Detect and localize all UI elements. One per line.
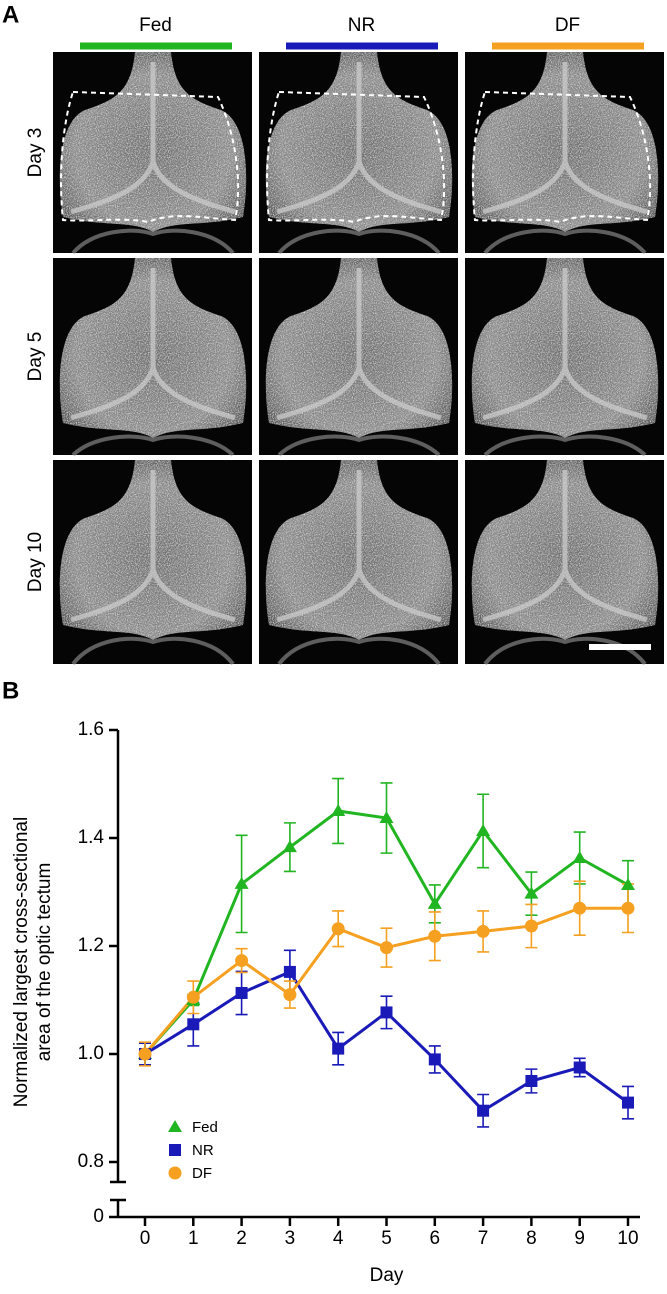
midline bbox=[70, 62, 236, 215]
micrograph bbox=[53, 52, 252, 255]
marker bbox=[428, 1053, 441, 1066]
marker bbox=[476, 823, 491, 836]
x-tick-label: 7 bbox=[478, 1228, 489, 1249]
x-tick-label: 5 bbox=[381, 1228, 392, 1249]
marker bbox=[622, 1096, 634, 1109]
marker bbox=[331, 804, 346, 816]
y-tick-label: 1.2 bbox=[78, 935, 104, 956]
marker bbox=[477, 1104, 490, 1117]
marker bbox=[379, 811, 394, 824]
marker bbox=[187, 1018, 200, 1031]
marker bbox=[186, 990, 200, 1004]
outline bbox=[472, 90, 652, 224]
marker bbox=[283, 965, 296, 978]
marker bbox=[524, 919, 538, 933]
marker bbox=[282, 840, 297, 853]
micrograph bbox=[259, 52, 458, 255]
y-tick-label: 1.0 bbox=[78, 1043, 104, 1064]
marker bbox=[427, 896, 442, 909]
midline bbox=[482, 470, 648, 623]
micrograph bbox=[465, 52, 664, 255]
outline bbox=[60, 90, 240, 224]
micrograph bbox=[53, 258, 252, 457]
lower-structure bbox=[71, 434, 235, 457]
y-tick-label: 0.8 bbox=[78, 1151, 104, 1172]
x-tick-label: 4 bbox=[333, 1228, 344, 1249]
midline bbox=[482, 62, 648, 215]
micrograph bbox=[259, 460, 458, 666]
midline bbox=[276, 470, 442, 623]
marker bbox=[235, 986, 248, 999]
x-tick-label: 6 bbox=[430, 1228, 441, 1249]
marker bbox=[168, 1166, 182, 1180]
marker bbox=[168, 1120, 182, 1132]
legend-label: NR bbox=[192, 1142, 214, 1159]
image-grid: Fed NR DF Day 3 Day 5 Day 10 bbox=[25, 15, 664, 666]
legend-label: Fed bbox=[192, 1119, 218, 1136]
marker bbox=[573, 901, 587, 915]
x-tick-label: 2 bbox=[236, 1228, 247, 1249]
row-label: Day 3 bbox=[25, 128, 46, 178]
marker bbox=[235, 954, 249, 968]
marker bbox=[572, 850, 587, 863]
lower-structure bbox=[483, 228, 647, 255]
midline bbox=[276, 62, 442, 215]
y-axis-label: Normalized largest cross-sectional bbox=[11, 817, 32, 1107]
marker bbox=[234, 876, 249, 889]
x-tick-label: 0 bbox=[140, 1228, 151, 1249]
micrograph bbox=[465, 460, 664, 666]
legend-label: DF bbox=[192, 1165, 212, 1182]
panel-label: A bbox=[2, 1, 19, 28]
marker bbox=[621, 901, 635, 915]
midline bbox=[70, 268, 236, 421]
y-tick-label: 0 bbox=[93, 1206, 104, 1227]
micrograph bbox=[53, 460, 252, 666]
marker bbox=[380, 1006, 393, 1019]
lower-structure bbox=[71, 228, 235, 255]
marker bbox=[138, 1047, 152, 1061]
y-tick-label: 1.6 bbox=[78, 719, 104, 740]
row-label: Day 5 bbox=[25, 332, 46, 382]
lower-structure bbox=[277, 434, 441, 457]
marker bbox=[283, 988, 297, 1002]
y-tick-label: 1.4 bbox=[78, 827, 105, 848]
lower-structure bbox=[71, 636, 235, 666]
column-label: NR bbox=[348, 15, 375, 36]
row-label: Day 10 bbox=[25, 532, 46, 592]
column-label: DF bbox=[555, 15, 580, 36]
micrograph bbox=[465, 258, 664, 457]
marker bbox=[331, 922, 345, 936]
marker bbox=[380, 941, 393, 955]
y-axis-label: area of the optic tectum bbox=[34, 863, 55, 1062]
marker bbox=[428, 929, 442, 943]
x-axis-label: Day bbox=[370, 1265, 404, 1286]
x-tick-label: 9 bbox=[574, 1228, 585, 1249]
x-tick-label: 3 bbox=[285, 1228, 296, 1249]
lower-structure bbox=[277, 228, 441, 255]
micrograph bbox=[259, 258, 458, 457]
midline bbox=[482, 268, 648, 421]
marker bbox=[476, 924, 490, 938]
marker bbox=[525, 1075, 538, 1087]
chart: 0 0.8 1.0 1.2 1.4 1.6 0 1 2 3 4 5 6 7 8 9 10 Day Normalize… bbox=[11, 719, 640, 1286]
lower-structure bbox=[277, 636, 441, 666]
lower-structure bbox=[483, 434, 647, 457]
midline bbox=[70, 470, 236, 623]
marker bbox=[621, 877, 635, 890]
marker bbox=[524, 886, 539, 899]
outline bbox=[266, 90, 446, 224]
marker bbox=[332, 1042, 345, 1055]
x-tick-label: 10 bbox=[617, 1228, 638, 1249]
panel-label: B bbox=[2, 677, 19, 704]
midline bbox=[276, 268, 442, 421]
column-label: Fed bbox=[139, 15, 172, 36]
x-tick-label: 8 bbox=[526, 1228, 537, 1249]
series-line bbox=[144, 970, 629, 1113]
marker bbox=[169, 1144, 181, 1156]
x-tick-label: 1 bbox=[188, 1228, 199, 1249]
marker bbox=[573, 1061, 586, 1074]
